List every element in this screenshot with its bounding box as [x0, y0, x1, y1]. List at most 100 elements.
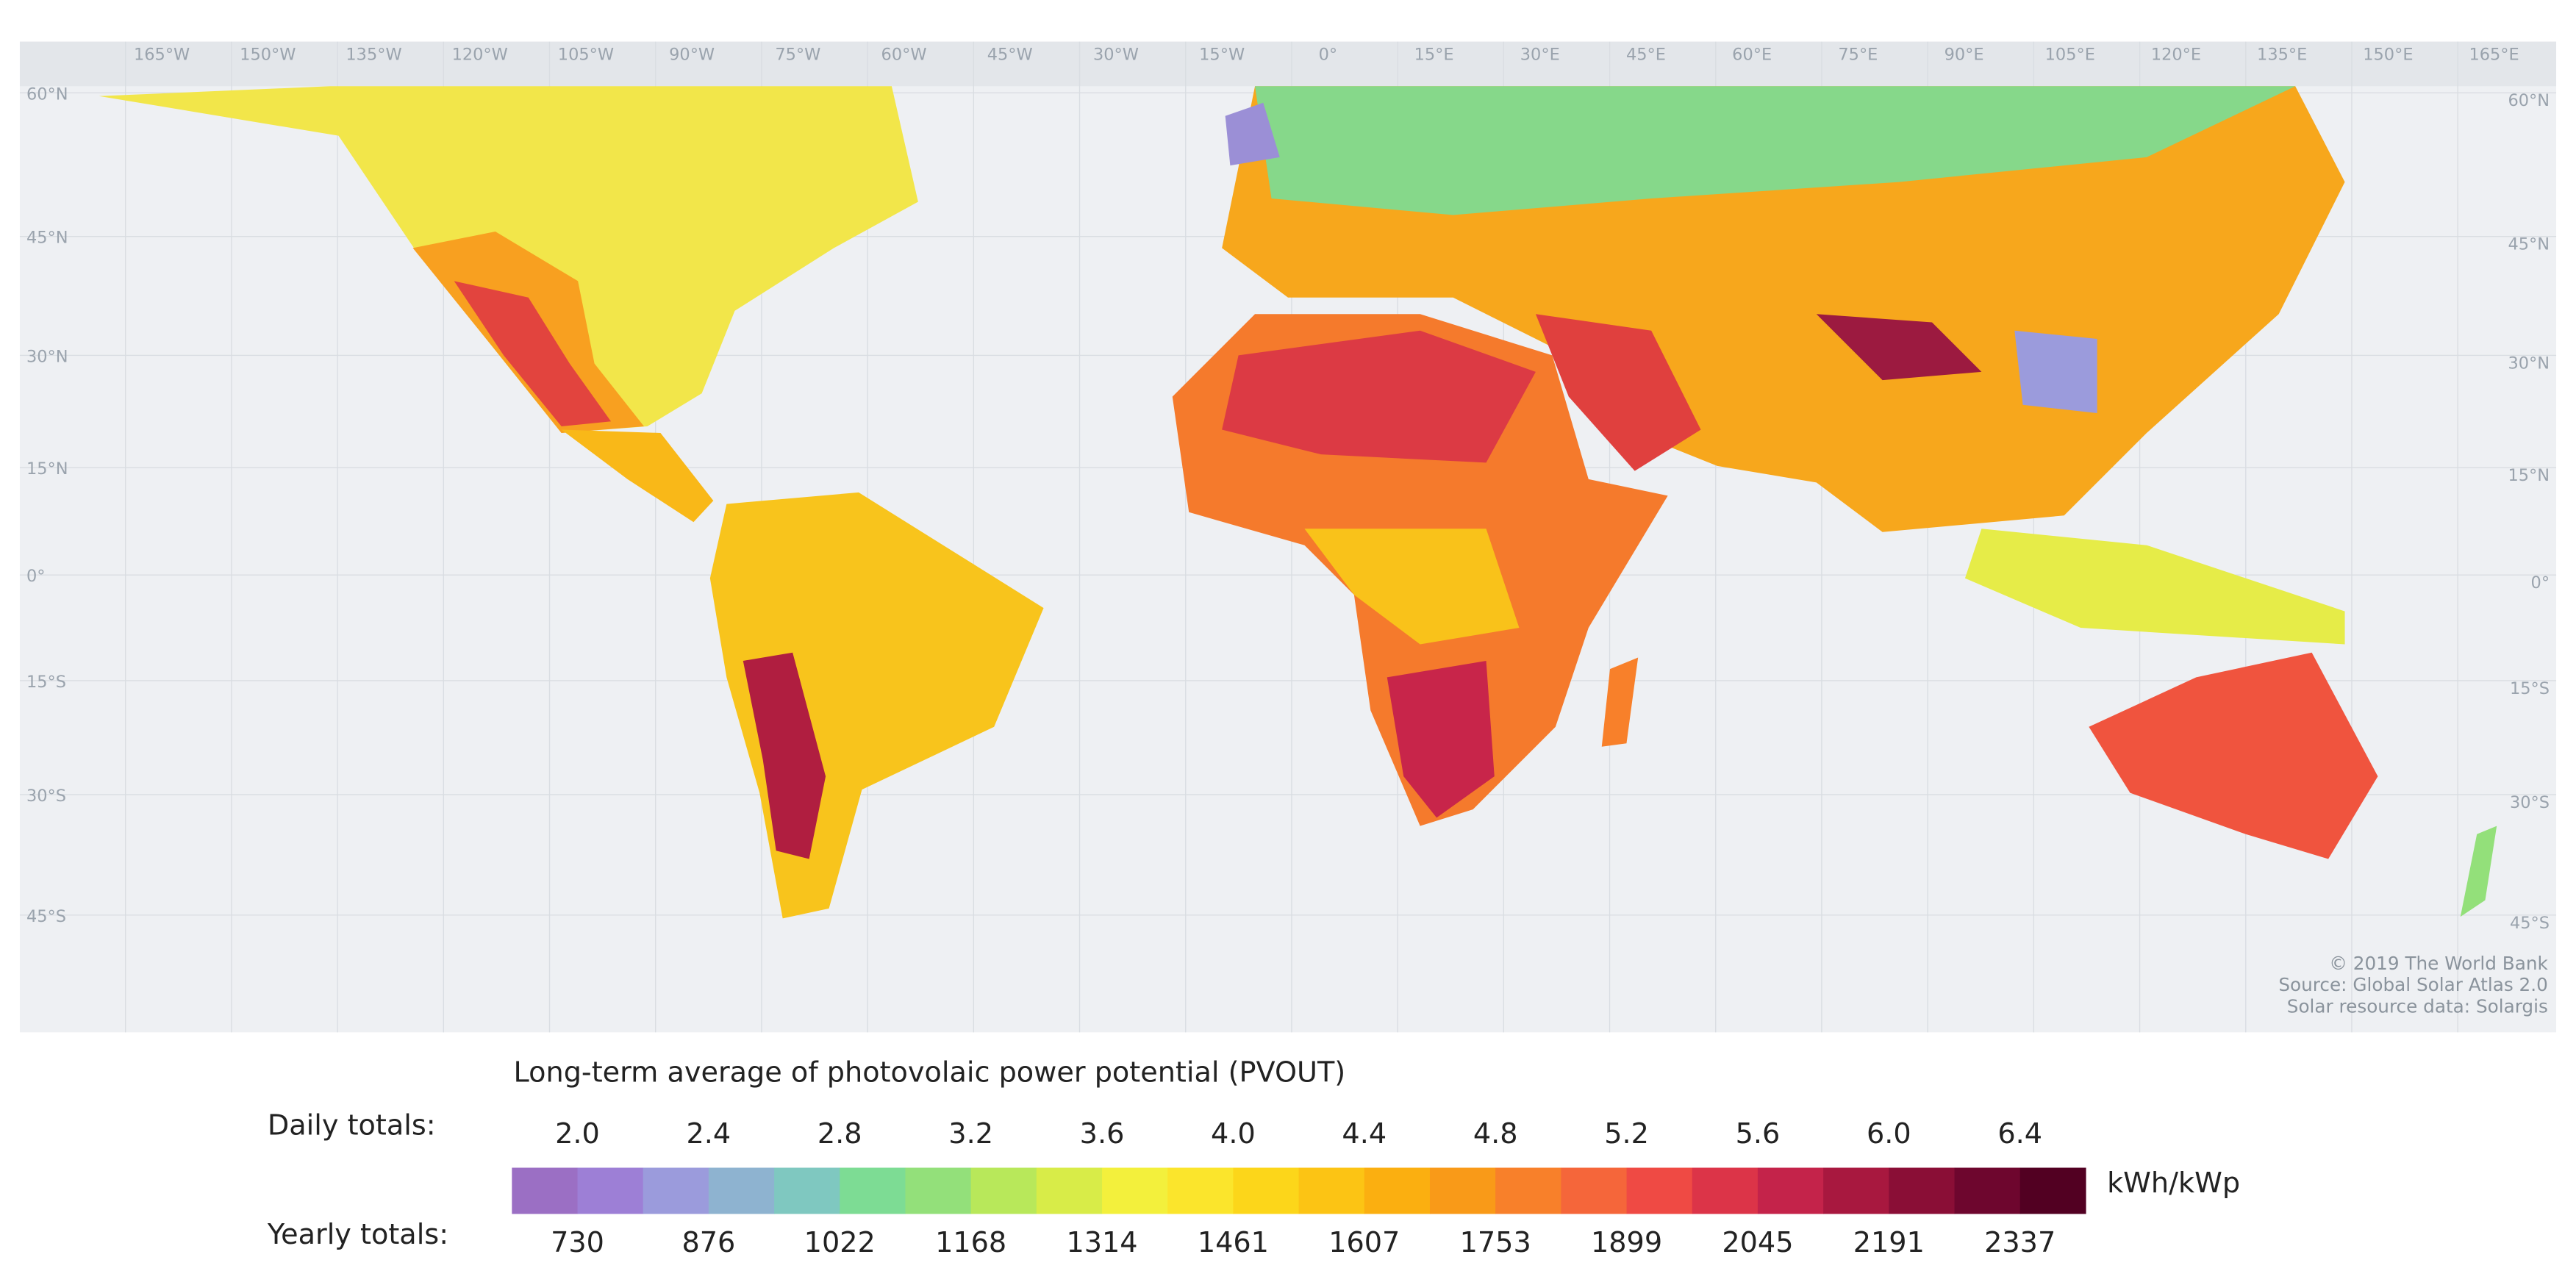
- color-swatch: [1167, 1167, 1234, 1214]
- lon-label: 15°W: [1199, 45, 1245, 64]
- lat-label-right: 60°N: [2508, 91, 2550, 110]
- daily-value: 4.4: [1342, 1118, 1387, 1150]
- yearly-value: 1607: [1328, 1227, 1400, 1259]
- australia: [2089, 652, 2378, 859]
- yearly-value: 876: [681, 1227, 735, 1259]
- lat-label-right: 30°S: [2510, 793, 2550, 812]
- lat-label-right: 15°N: [2508, 466, 2550, 485]
- lon-label: 165°W: [134, 45, 190, 64]
- color-swatch: [1102, 1167, 1168, 1214]
- lon-label: 30°W: [1093, 45, 1139, 64]
- credit-line: Solar resource data: Solargis: [2287, 995, 2548, 1017]
- color-swatch: [512, 1167, 579, 1214]
- color-swatch: [2019, 1167, 2086, 1214]
- lon-label: 150°E: [2363, 45, 2413, 64]
- legend: 2.0 2.4 2.8 3.2 3.6 4.0 4.4 4.8 5.2 5.6 6.0 6.4 730 8…: [512, 1118, 2086, 1259]
- lat-label: 45°S: [26, 907, 66, 926]
- yearly-value: 1461: [1198, 1227, 1269, 1259]
- arabia: [1535, 314, 1701, 471]
- lat-label: 30°N: [26, 347, 68, 366]
- lat-label: 15°S: [26, 673, 66, 692]
- lon-label: 105°W: [558, 45, 614, 64]
- color-swatch: [774, 1167, 840, 1214]
- lon-label: 0°: [1319, 45, 1338, 64]
- lat-label-right: 45°S: [2510, 914, 2550, 933]
- yearly-value: 1753: [1460, 1227, 1531, 1259]
- lon-label: 75°E: [1838, 45, 1878, 64]
- color-swatch: [1954, 1167, 2021, 1214]
- yearly-value: 1022: [804, 1227, 876, 1259]
- lon-label: 165°E: [2469, 45, 2519, 64]
- color-swatch: [1561, 1167, 1628, 1214]
- color-swatch: [1364, 1167, 1431, 1214]
- yearly-value: 1168: [935, 1227, 1006, 1259]
- south-china: [2014, 330, 2097, 414]
- yearly-value: 1314: [1066, 1227, 1137, 1259]
- central-america: [561, 429, 714, 523]
- lat-label: 45°N: [26, 229, 68, 248]
- color-swatch: [643, 1167, 709, 1214]
- lon-label: 45°W: [987, 45, 1033, 64]
- color-swatch: [905, 1167, 972, 1214]
- lon-label: 150°W: [240, 45, 296, 64]
- daily-value: 5.6: [1736, 1118, 1781, 1150]
- daily-value: 3.2: [948, 1118, 993, 1150]
- color-swatch: [1626, 1167, 1693, 1214]
- unit-label: kWh/kWp: [2107, 1167, 2240, 1200]
- lon-label: 90°W: [669, 45, 715, 64]
- daily-value: 6.0: [1867, 1118, 1911, 1150]
- daily-value: 3.6: [1080, 1118, 1125, 1150]
- lon-label: 60°E: [1732, 45, 1772, 64]
- color-swatch: [1495, 1167, 1562, 1214]
- color-swatch: [1692, 1167, 1759, 1214]
- lon-label: 120°E: [2151, 45, 2201, 64]
- color-swatch: [1757, 1167, 1824, 1214]
- southern-africa: [1387, 660, 1495, 818]
- andes: [743, 652, 826, 859]
- color-swatch: [1298, 1167, 1365, 1214]
- sahara: [1222, 330, 1536, 463]
- new-zealand: [2460, 826, 2497, 917]
- lon-label: 120°W: [452, 45, 508, 64]
- color-swatch: [1823, 1167, 1889, 1214]
- color-swatch: [708, 1167, 775, 1214]
- credit-line: © 2019 The World Bank: [2329, 953, 2548, 974]
- yearly-value: 2045: [1722, 1227, 1793, 1259]
- color-swatch: [1889, 1167, 1956, 1214]
- lat-label-right: 15°S: [2510, 679, 2550, 698]
- northern-eurasia: [1255, 86, 2296, 215]
- yearly-value: 2337: [1984, 1227, 2056, 1259]
- yearly-value: 2191: [1853, 1227, 1925, 1259]
- daily-label: Daily totals:: [268, 1110, 436, 1142]
- lon-label: 15°E: [1414, 45, 1454, 64]
- lat-label: 60°N: [26, 85, 68, 104]
- tibet: [1816, 314, 1982, 381]
- lat-label: 15°N: [26, 459, 68, 479]
- lat-label-right: 45°N: [2508, 235, 2550, 254]
- lon-label: 105°E: [2045, 45, 2095, 64]
- yearly-label: Yearly totals:: [267, 1219, 448, 1251]
- color-swatch: [840, 1167, 906, 1214]
- legend-title: Long-term average of photovolaic power p…: [514, 1057, 1346, 1089]
- lat-label-right: 30°N: [2508, 354, 2550, 373]
- daily-value: 2.8: [817, 1118, 862, 1150]
- color-swatch: [1429, 1167, 1496, 1214]
- lon-label: 135°W: [346, 45, 401, 64]
- yearly-value: 1899: [1591, 1227, 1662, 1259]
- color-swatch: [577, 1167, 644, 1214]
- southeast-asia-islands: [1964, 529, 2345, 645]
- uk: [1225, 102, 1280, 166]
- lon-label: 75°W: [775, 45, 820, 64]
- credit-line: Source: Global Solar Atlas 2.0: [2278, 974, 2547, 995]
- lon-label: 135°E: [2257, 45, 2307, 64]
- lat-label: 0°: [26, 567, 46, 586]
- central-africa: [1304, 529, 1520, 645]
- lat-label-right: 0°: [2531, 573, 2550, 592]
- lon-label: 30°E: [1520, 45, 1560, 64]
- madagascar: [1601, 657, 1639, 747]
- daily-value: 5.2: [1604, 1118, 1649, 1150]
- daily-value: 6.4: [1997, 1118, 2042, 1150]
- top-band: [19, 41, 2557, 87]
